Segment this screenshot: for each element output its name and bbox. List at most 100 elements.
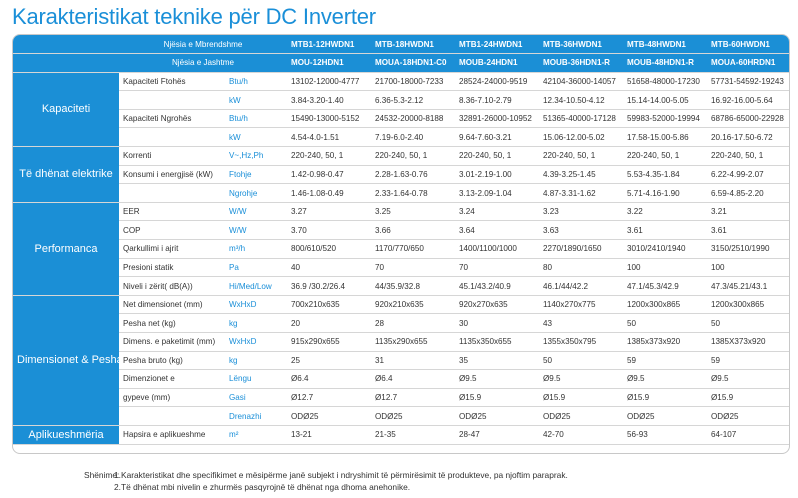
category-aplikueshmeria: Aplikueshmëria [13, 425, 119, 445]
row-value: 100 [623, 258, 708, 278]
spec-row: Dimens. e paketimit (mm) WxHxD 915x290x6… [13, 332, 789, 352]
row-value: 1.46-1.08-0.49 [287, 183, 372, 203]
row-value: Ø15.9 [455, 388, 540, 408]
row-unit: W/W [225, 202, 288, 222]
row-value: 3.64 [455, 220, 540, 241]
spec-row: Kapaciteti Kapaciteti Ftohës Btu/h 13102… [13, 72, 789, 148]
row-value: 28 [371, 313, 456, 333]
row-value: 915x290x655 [287, 332, 372, 352]
spec-row: Presioni statik Pa 40 70 70 80 100 100 [13, 258, 789, 278]
indoor-model: MTB-48HWDN1 [623, 35, 708, 55]
row-value: 1400/1100/1000 [455, 239, 540, 259]
spec-row: Dimenzionet e Lëngu Ø6.4 Ø6.4 Ø9.5 Ø9.5 Ø9.5… [13, 369, 789, 389]
spec-row: Aplikueshmëria Hapsira e aplikueshme m² … [13, 425, 789, 445]
row-value: 12.34-10.50-4.12 [539, 90, 624, 110]
row-value: 1385X373x920 [707, 332, 789, 352]
row-unit: Lëngu [225, 369, 288, 389]
outdoor-model: MOUB-24HDN1 [455, 53, 540, 73]
row-value: 13102-12000-4777 [287, 72, 372, 92]
outdoor-model: MOUA-60HRDN1 [707, 53, 789, 73]
row-value: 21-35 [371, 425, 456, 445]
row-label: Kapaciteti Ftohës [119, 72, 225, 92]
row-value: 1.42-0.98-0.47 [287, 165, 372, 185]
row-unit: kW [225, 127, 288, 148]
row-value: 50 [623, 313, 708, 333]
row-value: 44/35.9/32.8 [371, 276, 456, 296]
row-value: 1170/770/650 [371, 239, 456, 259]
row-value: 47.3/45.21/43.1 [707, 276, 789, 296]
outdoor-model: MOUA-18HDN1-C0 [371, 53, 456, 73]
row-unit: Drenazhi [225, 406, 288, 426]
spec-row: Qarkullimi i ajrit m³/h 800/610/520 1170/… [13, 239, 789, 259]
row-value: 800/610/520 [287, 239, 372, 259]
spec-row: Kapaciteti Ngrohës Btu/h 15490-13000-515… [13, 109, 789, 129]
row-value: 59 [623, 351, 708, 371]
spec-row: gypeve (mm) Gasi Ø12.7 Ø12.7 Ø15.9 Ø15.9 Ø15… [13, 388, 789, 408]
row-value: 220-240, 50, 1 [623, 146, 708, 166]
row-value: 2270/1890/1650 [539, 239, 624, 259]
row-value: 3.21 [707, 202, 789, 222]
indoor-model: MTB-18HWDN1 [371, 35, 456, 55]
row-label: EER [119, 202, 225, 222]
spec-row: Të dhënat elektrike Korrenti V~,Hz,Ph 22… [13, 146, 789, 203]
spec-row: Pesha bruto (kg) kg 25 31 35 50 59 59 [13, 351, 789, 371]
spec-table: Njësia e Mbrendshme MTB1-12HWDN1 MTB-18H… [13, 35, 789, 445]
row-unit: V~,Hz,Ph [225, 146, 288, 166]
row-value: Ø15.9 [623, 388, 708, 408]
row-label: Presioni statik [119, 258, 225, 278]
row-value: 25 [287, 351, 372, 371]
indoor-model: MTB1-12HWDN1 [287, 35, 372, 55]
row-label: Pesha net (kg) [119, 313, 225, 333]
row-unit: Ngrohje [225, 183, 288, 203]
page-title: Karakteristikat teknike për DC Inverter [12, 4, 376, 29]
row-value: 20.16-17.50-6.72 [707, 127, 789, 148]
row-label: Net dimensionet (mm) [119, 295, 225, 315]
indoor-model: MTB-36HWDN1 [539, 35, 624, 55]
row-value: ODØ25 [623, 406, 708, 426]
row-label: Korrenti [119, 146, 225, 166]
note-line: 1.Karakteristikat dhe specifikimet e mës… [114, 470, 568, 480]
row-value: 8.36-7.10-2.79 [455, 90, 540, 110]
row-value: 31 [371, 351, 456, 371]
row-label: Dimens. e paketimit (mm) [119, 332, 225, 352]
row-value: 3.24 [455, 202, 540, 222]
spec-row: Niveli i zërit( dB(A)) Hi/Med/Low 36.9 /… [13, 276, 789, 296]
spec-row: Konsumi i energjisë (kW) Ftohje 1.42-0.9… [13, 165, 789, 185]
row-value: 42104-36000-14057 [539, 72, 624, 92]
spec-row: kW 4.54-4.0-1.51 7.19-6.0-2.40 9.64-7.60-3… [13, 127, 789, 148]
row-value: 6.22-4.99-2.07 [707, 165, 789, 185]
row-value: 1385x373x920 [623, 332, 708, 352]
row-value: 21700-18000-7233 [371, 72, 456, 92]
row-value: 47.1/45.3/42.9 [623, 276, 708, 296]
row-value: 13-21 [287, 425, 372, 445]
row-value: 59 [707, 351, 789, 371]
header-row-outdoor: Njësia e Jashtme MOU-12HDN1 MOUA-18HDN1-… [13, 53, 789, 73]
indoor-model: MTB1-24HWDN1 [455, 35, 540, 55]
spec-row: Performanca EER W/W 3.27 3.25 3.24 3.23 3.22… [13, 202, 789, 296]
row-value: 24532-20000-8188 [371, 109, 456, 129]
row-value: 3150/2510/1990 [707, 239, 789, 259]
row-value: 28-47 [455, 425, 540, 445]
row-value: 42-70 [539, 425, 624, 445]
row-unit: Ftohje [225, 165, 288, 185]
row-value: Ø12.7 [371, 388, 456, 408]
row-unit: m³/h [225, 239, 288, 259]
row-value: 920x210x635 [371, 295, 456, 315]
row-value: 80 [539, 258, 624, 278]
row-value: 2.33-1.64-0.78 [371, 183, 456, 203]
row-value: 57731-54592-19243 [707, 72, 789, 92]
row-value: 6.36-5.3-2.12 [371, 90, 456, 110]
row-label: COP [119, 220, 225, 241]
row-value: Ø15.9 [539, 388, 624, 408]
row-label: Dimenzionet e [119, 369, 225, 389]
row-unit: WxHxD [225, 332, 288, 352]
row-value: 35 [455, 351, 540, 371]
spec-row: Ngrohje 1.46-1.08-0.49 2.33-1.64-0.78 3.13… [13, 183, 789, 203]
row-value: 3.61 [623, 220, 708, 241]
row-value: ODØ25 [371, 406, 456, 426]
row-value: 3.63 [539, 220, 624, 241]
row-value: 3.66 [371, 220, 456, 241]
indoor-model: MTB-60HWDN1 [707, 35, 789, 55]
notes-label: Shënime: [84, 470, 120, 480]
row-value: 51365-40000-17128 [539, 109, 624, 129]
